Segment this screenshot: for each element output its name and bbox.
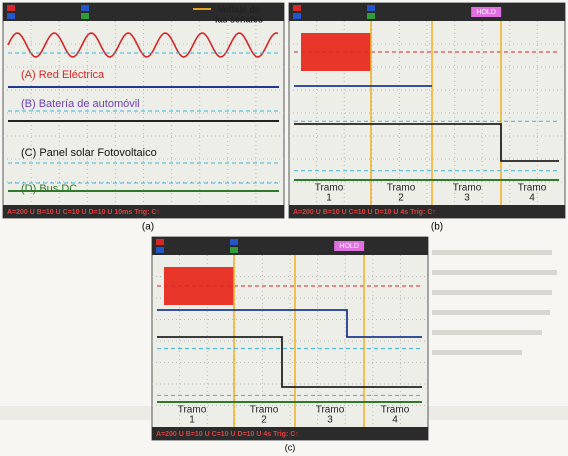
- channel-badge: [81, 5, 89, 11]
- caption: (c): [285, 442, 296, 452]
- segment-number: 4: [392, 415, 398, 426]
- channel-badge: [81, 13, 89, 19]
- channel-badge: [156, 239, 164, 245]
- segment-number: 3: [464, 193, 470, 204]
- segment-number: 4: [529, 193, 535, 204]
- channel-badge: [156, 247, 164, 253]
- channel-label: (B) Batería de automóvil: [21, 98, 140, 110]
- channel-badge: [367, 5, 375, 11]
- channel-badge: [293, 5, 301, 11]
- oscilloscope-screen: A=200 U B=10 U C=10 U D=10 U 4s Trig: C↑…: [289, 3, 565, 218]
- caption: (b): [431, 222, 443, 233]
- annotation: las señales: [215, 14, 263, 24]
- segment-number: 1: [189, 415, 195, 426]
- channel-badge: [367, 13, 375, 19]
- hold-label: HOLD: [339, 243, 358, 250]
- status-line: A=200 U B=10 U C=10 U D=10 U 10ms Trig: …: [7, 209, 160, 216]
- channel-badge: [230, 239, 238, 245]
- annotation: Voltaje de: [218, 4, 260, 14]
- channel-badge: [230, 247, 238, 253]
- oscilloscope-screen: A=200 U B=10 U C=10 U D=10 U 4s Trig: C↑…: [152, 237, 428, 440]
- channel-label: (A) Red Eléctrica: [21, 69, 105, 81]
- channel-label: (D) Bus DC: [21, 183, 77, 195]
- header-bar: [152, 237, 428, 255]
- channel-badge: [293, 13, 301, 19]
- segment-number: 3: [327, 415, 333, 426]
- channel-badge: [7, 5, 15, 11]
- header-bar: [289, 3, 565, 21]
- segment-number: 1: [326, 193, 332, 204]
- status-line: A=200 U B=10 U C=10 U D=10 U 4s Trig: C↑: [293, 209, 436, 216]
- figure: (a) (b) (c) A=200 U B=10 U C=10 U D=10 U…: [0, 0, 568, 456]
- channel-label: (C) Panel solar Fotovoltaico: [21, 147, 157, 159]
- caption: (a): [142, 222, 154, 233]
- oscilloscope-screen: A=200 U B=10 U C=10 U D=10 U 10ms Trig: …: [3, 3, 284, 218]
- hold-label: HOLD: [476, 9, 495, 16]
- segment-number: 2: [261, 415, 267, 426]
- segment-number: 2: [398, 193, 404, 204]
- channel-badge: [7, 13, 15, 19]
- status-line: A=200 U B=10 U C=10 U D=10 U 4s Trig: C↑: [156, 431, 299, 438]
